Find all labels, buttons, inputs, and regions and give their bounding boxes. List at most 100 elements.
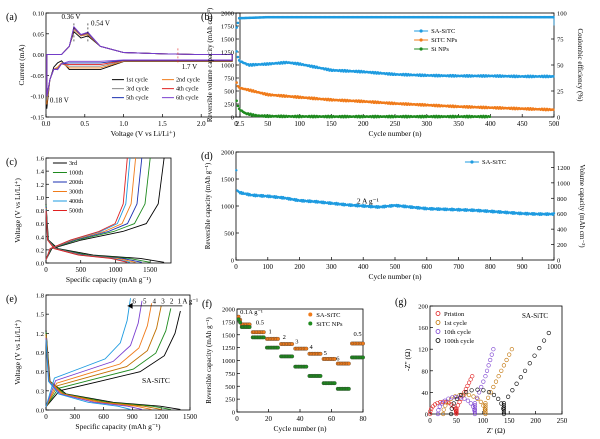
data-point [449, 396, 454, 401]
data-point [238, 320, 243, 325]
x-tick-label: 600 [422, 263, 433, 271]
data-point [451, 401, 456, 406]
data-point [491, 392, 497, 398]
data-point [477, 390, 482, 395]
data-point [437, 404, 442, 409]
data-point [361, 341, 365, 346]
x-tick-label: 60 [328, 415, 336, 423]
y-tick-label: 1500 [221, 37, 234, 44]
x-tick-label: 100 [263, 263, 274, 271]
y-tick-label: 2000 [222, 307, 235, 314]
data-point [236, 104, 240, 108]
x-tick-label: 500 [549, 120, 560, 128]
rate-label: 6 [132, 297, 136, 305]
x-tick-label: 80 [360, 415, 368, 423]
y-tick-label: 1.6 [36, 156, 45, 163]
data-point [442, 398, 447, 403]
data-point [488, 357, 493, 363]
y-tick-label: 0 [231, 115, 234, 122]
rate-label: 4 [309, 344, 313, 351]
data-point [236, 55, 240, 59]
y-axis-label: Voltage (V vs Li/Li⁺) [13, 320, 22, 385]
data-point [483, 407, 488, 412]
x-tick-label: 1.0 [119, 120, 128, 128]
data-point [469, 388, 474, 393]
data-point [481, 388, 486, 393]
data-point [318, 351, 323, 356]
x-tick-label: 800 [485, 263, 496, 271]
data-point [455, 403, 461, 408]
panel-c: 0 500 1000 1500 0.0 0.2 0.4 0.6 0.8 1.0 1.2 1.4 1.6 S… [6, 156, 172, 284]
rate-label: 1 [269, 329, 272, 336]
sample-label: SA-SiTC [522, 312, 548, 320]
y-tick-label: 0.3 [36, 388, 44, 395]
annotation: 0.36 V [62, 13, 81, 21]
x-tick-label: 200 [294, 263, 305, 271]
data-point [446, 396, 451, 401]
y2-axis-label: Volume capacity (mAh cm⁻³) [578, 164, 586, 248]
data-point [261, 330, 266, 335]
legend-marker [419, 38, 423, 42]
rate-label: 0.5 [354, 331, 362, 338]
y-tick-label: 1.4 [36, 169, 45, 176]
x-axis-label: Specific capacity (mAh g⁻¹) [75, 422, 161, 431]
y-tick-label: 2000 [221, 150, 234, 157]
charge-curve [45, 310, 181, 408]
rate-label: 2 [170, 297, 174, 305]
y-tick-label: 1750 [221, 24, 234, 31]
legend-label: 1st cycle [444, 320, 467, 327]
x-axis-label: Cycle number (n) [369, 129, 422, 138]
panel-label: (f) [202, 299, 212, 310]
legend-label: Si NPs [431, 46, 449, 53]
legend-label: SA-SiTC [482, 159, 506, 166]
y-tick-label: 80 [422, 368, 429, 375]
x-tick-label: 400 [358, 263, 369, 271]
y-tick-label: -0.15 [30, 115, 44, 122]
legend-marker [435, 338, 441, 343]
data-point [454, 394, 459, 400]
data-point [235, 26, 238, 29]
y-tick-label: 1250 [222, 345, 235, 352]
data-point [472, 405, 477, 410]
data-point [458, 392, 464, 398]
data-point [235, 50, 238, 53]
x-axis-label: Cycle number (n) [369, 272, 422, 281]
data-point [509, 347, 514, 352]
y-tick-label: 0 [231, 258, 234, 265]
x-tick-label: 200 [530, 417, 541, 425]
data-point [479, 384, 484, 390]
data-point [537, 346, 542, 351]
data-point [501, 411, 507, 417]
legend-label: 4th cycle [176, 86, 199, 93]
plot-frame [45, 12, 241, 118]
legend-label: 100th cycle [444, 338, 474, 345]
data-point [501, 403, 507, 408]
y-tick-label: 40 [422, 390, 429, 397]
data-point [506, 394, 511, 399]
data-point [475, 387, 480, 392]
y-axis-label: -Z'' (Ω) [403, 348, 412, 371]
x-tick-label: 2.5 [236, 120, 245, 128]
x-tick-label: 700 [453, 263, 464, 271]
data-point [463, 387, 469, 392]
ce-arrow [541, 16, 555, 26]
y-tick-label: 750 [224, 76, 234, 83]
y-axis-label: Reversible volume capacity (mAh cm⁻³) [206, 7, 214, 122]
y-tick-label: 2000 [221, 11, 234, 18]
data-point [501, 407, 507, 412]
rate-arrow-head [127, 302, 133, 309]
y-axis-label: Reversible capacity (mAh g⁻¹) [205, 317, 213, 404]
data-point [499, 368, 504, 373]
data-point [458, 395, 463, 400]
legend-label: 2nd cycle [176, 77, 200, 84]
legend-marker [435, 311, 441, 316]
data-point [304, 346, 309, 351]
data-point [488, 115, 492, 119]
data-point [436, 408, 441, 413]
legend-label: SA-SiTC [431, 28, 455, 35]
y-tick-label: 1000 [221, 63, 234, 70]
x-axis-label: Z' (Ω) [487, 426, 506, 435]
data-point [246, 192, 249, 195]
data-point [304, 364, 309, 369]
